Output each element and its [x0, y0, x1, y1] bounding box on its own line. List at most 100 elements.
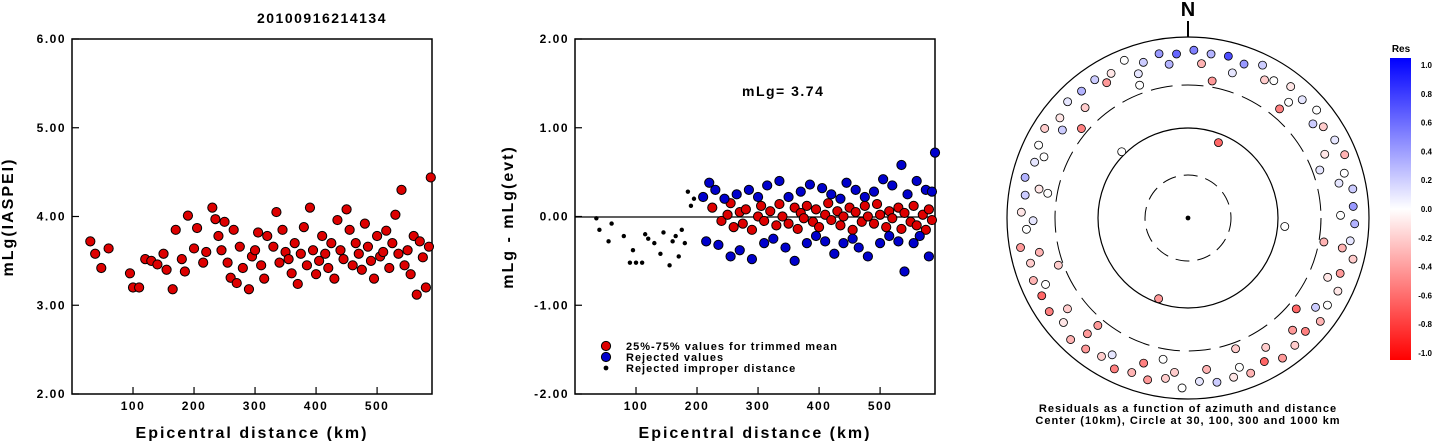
data-point [746, 254, 758, 265]
data-point [298, 222, 309, 233]
data-point [182, 210, 194, 221]
data-point [274, 257, 285, 268]
data-point [841, 177, 852, 188]
ring-1000km [1006, 36, 1370, 400]
data-point [329, 273, 340, 284]
data-point [231, 277, 242, 289]
x-tick-label: 500 [868, 399, 893, 413]
data-point [399, 260, 410, 271]
data-point [423, 241, 435, 252]
data-point [652, 240, 657, 246]
legend-marker-improper-distance [603, 365, 609, 371]
colorbar-tick-label: 0.0 [1421, 205, 1433, 214]
data-point [301, 260, 313, 271]
station-residual-point [1093, 321, 1103, 330]
station-residual-point [1020, 172, 1030, 182]
data-point [878, 174, 889, 185]
station-residual-point [1239, 59, 1249, 69]
colorbar-gradient [1390, 58, 1411, 360]
data-point [658, 251, 663, 256]
data-point [746, 224, 758, 235]
data-point [378, 246, 389, 258]
data-point [216, 245, 227, 256]
data-point [908, 238, 919, 249]
data-point [243, 284, 255, 295]
y-tick-label: 3.00 [37, 298, 66, 312]
station-residual-point [1164, 59, 1174, 69]
station-residual-point [1330, 135, 1340, 145]
data-point [826, 189, 837, 200]
data-point [359, 218, 370, 229]
data-point [417, 252, 428, 263]
data-point [810, 204, 822, 215]
station-residual-point [1280, 222, 1290, 231]
station-residual-point [1348, 202, 1358, 211]
data-point [789, 255, 800, 266]
station-residual-point [1053, 260, 1063, 270]
x-tick-label: 400 [304, 399, 329, 413]
figure-title: 20100916214134 [257, 10, 387, 26]
data-point [253, 227, 264, 238]
station-residual-point [1119, 55, 1129, 65]
station-residual-point [1214, 138, 1223, 148]
data-point [923, 251, 934, 262]
data-point [859, 200, 870, 211]
station-residual-point [1345, 236, 1355, 246]
station-residual-point [1297, 95, 1307, 105]
data-point [710, 184, 721, 195]
station-residual-point [1170, 367, 1179, 377]
station-residual-point [1043, 188, 1053, 198]
data-point [673, 233, 678, 239]
data-point [222, 257, 233, 268]
station-residual-point [1028, 276, 1038, 285]
station-residual-point [1066, 335, 1076, 344]
data-point [707, 202, 718, 213]
data-point [201, 246, 212, 258]
station-residual-point [1308, 119, 1318, 129]
y-tick-label: -1.00 [534, 298, 569, 312]
station-residual-point [1318, 122, 1328, 132]
station-residual-point [1301, 326, 1310, 336]
data-point [862, 211, 873, 222]
station-residual-point [1063, 304, 1072, 314]
data-point [752, 191, 764, 203]
y-tick-label: 2.00 [37, 387, 66, 401]
data-point [90, 248, 101, 259]
data-point [646, 236, 651, 241]
station-residual-point [1020, 190, 1030, 200]
station-residual-point [1026, 258, 1035, 268]
station-residual-point [1319, 237, 1329, 247]
data-point [371, 230, 383, 242]
x-tick-label: 100 [121, 399, 146, 413]
data-point [609, 221, 614, 226]
station-residual-point [1320, 149, 1330, 159]
data-point [639, 260, 645, 265]
data-point [344, 224, 355, 235]
data-point [179, 266, 190, 277]
station-residual-point [1107, 350, 1117, 360]
data-point [685, 189, 691, 194]
data-point [768, 233, 779, 244]
data-point [627, 260, 633, 265]
station-residual-point [1034, 140, 1044, 150]
residual-plot: 100 200 300 400 500 -2.00 -1.00 0.00 1.00 2.00 mL… [500, 32, 941, 441]
data-point [847, 224, 858, 235]
station-residual-point [1135, 80, 1145, 90]
data-point [676, 254, 681, 259]
data-point [759, 215, 770, 227]
data-point [384, 262, 395, 274]
data-point [420, 282, 431, 293]
magnitude-plot-xlabel: Epicentral distance (km) [136, 425, 369, 441]
station-residual-point [1348, 254, 1358, 264]
station-residual-point [1269, 76, 1279, 86]
data-point [338, 254, 349, 265]
station-residual-point [1246, 368, 1256, 378]
residual-plot-xlabel: Epicentral distance (km) [639, 425, 872, 441]
data-point [743, 184, 754, 195]
data-point [210, 214, 221, 225]
data-point [795, 186, 806, 197]
station-residual-point [1081, 344, 1091, 354]
station-residual-point [1315, 165, 1325, 175]
data-point [425, 172, 436, 183]
y-tick-label: 5.00 [37, 121, 66, 135]
